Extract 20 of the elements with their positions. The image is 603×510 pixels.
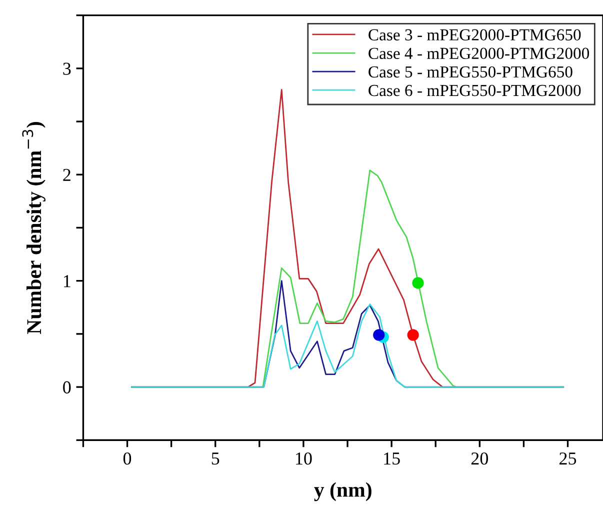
y-tick-label: 0 [63, 381, 71, 394]
x-tick-label: 10 [296, 452, 312, 465]
x-axis-title: y (nm) [314, 482, 372, 502]
point [407, 329, 419, 341]
x-tick-label: 20 [471, 452, 488, 465]
y-tick-label: 1 [64, 275, 70, 288]
legend-label: Case 5 - mPEG550-PTMG650 [368, 66, 572, 78]
point [373, 329, 385, 341]
y-tick-label: 2 [63, 168, 70, 181]
line-series [130, 303, 564, 388]
x-tick-label: 5 [212, 452, 220, 465]
x-tick-label: 0 [123, 452, 132, 465]
x-tick-label: 25 [560, 452, 576, 465]
y-axis-title: Number density (nm$^{−3}$) [22, 122, 46, 334]
y-tick-label: 3 [63, 62, 71, 75]
point [412, 277, 424, 289]
legend-label: Case 6 - mPEG550-PTMG2000 [368, 84, 581, 96]
legend-label: Case 3 - mPEG2000-PTMG650 [368, 29, 581, 40]
legend-label: Case 4 - mPEG2000-PTMG2000 [368, 48, 590, 60]
x-tick-label: 15 [384, 452, 400, 465]
